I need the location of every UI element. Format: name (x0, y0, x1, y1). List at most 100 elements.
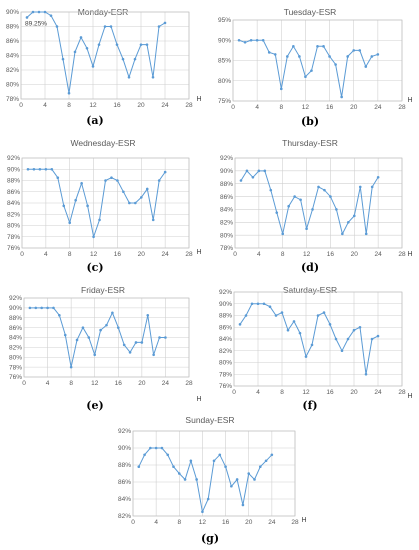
data-point (43, 10, 47, 14)
data-point (370, 185, 374, 189)
data-point (263, 169, 267, 173)
x-tick-label: 0 (231, 104, 235, 111)
panel-label: (f) (302, 399, 317, 412)
data-point (346, 55, 349, 58)
data-point (122, 343, 126, 347)
data-point (61, 57, 65, 61)
data-point (292, 320, 296, 323)
y-tick-label: 78% (219, 371, 232, 378)
data-point (52, 306, 55, 310)
chart-title: Sunday-ESR (185, 415, 234, 425)
data-point (287, 204, 290, 208)
data-point (34, 306, 38, 310)
x-tick-label: 12 (302, 104, 310, 111)
data-point (316, 314, 320, 317)
plot-area (23, 297, 190, 378)
y-tick-label: 88% (219, 313, 232, 320)
data-point (358, 185, 362, 189)
data-point (134, 341, 138, 344)
data-point (25, 16, 29, 19)
chart-title: Tuesday-ESR (284, 7, 337, 17)
x-tick-label: 8 (280, 389, 284, 396)
x-tick-label: 20 (350, 104, 358, 111)
data-point (128, 351, 132, 354)
y-tick-label: 90% (7, 166, 20, 173)
series-line (240, 170, 379, 236)
y-tick-label: 76% (7, 245, 20, 252)
data-point (28, 306, 32, 310)
data-point (133, 57, 137, 61)
y-tick-label: 90% (219, 301, 232, 308)
data-point (85, 46, 89, 50)
x-tick-label: 16 (115, 380, 123, 387)
data-point (99, 328, 102, 332)
y-tick-label: 82% (7, 211, 20, 218)
data-point (149, 446, 152, 450)
y-tick-label: 82% (6, 67, 19, 74)
data-point (97, 43, 101, 46)
data-point (74, 198, 77, 202)
data-point (163, 21, 167, 25)
y-tick-label: 95% (218, 17, 231, 24)
data-point (249, 38, 253, 42)
data-point (158, 336, 161, 339)
x-axis-label: H (407, 97, 412, 104)
data-point (322, 311, 326, 314)
data-point (274, 314, 278, 317)
y-tick-label: 80% (6, 82, 19, 89)
y-tick-label: 92% (219, 289, 232, 296)
data-point (80, 182, 83, 185)
data-point (364, 65, 368, 68)
chart-title: Thursday-ESR (282, 138, 338, 148)
data-point (323, 188, 326, 192)
data-point (166, 453, 170, 457)
data-point (304, 355, 308, 358)
x-tick-label: 4 (43, 102, 47, 109)
plot-area (20, 11, 190, 100)
x-tick-label: 8 (67, 102, 71, 109)
y-tick-label: 80% (219, 360, 232, 367)
data-point (103, 25, 107, 28)
y-tick-label: 88% (7, 178, 20, 185)
x-tick-label: 4 (257, 251, 261, 258)
data-point (237, 38, 241, 42)
y-tick-label: 86% (9, 325, 22, 332)
y-tick-label: 86% (219, 324, 232, 331)
data-point (69, 365, 73, 369)
data-point (68, 221, 72, 224)
data-point (122, 190, 125, 194)
data-point (281, 232, 285, 236)
x-tick-label: 28 (185, 102, 193, 109)
data-point (370, 337, 374, 341)
x-tick-label: 4 (46, 380, 50, 387)
data-point (63, 333, 67, 337)
x-tick-label: 12 (302, 389, 310, 396)
x-tick-label: 24 (374, 389, 382, 396)
x-tick-label: 28 (185, 380, 193, 387)
data-point (37, 10, 41, 14)
data-point (143, 453, 146, 457)
panel-label: (g) (201, 532, 219, 545)
data-point (224, 465, 227, 469)
x-tick-label: 0 (22, 380, 26, 387)
plot-area (232, 19, 403, 102)
data-point (298, 55, 301, 58)
x-tick-label: 8 (69, 380, 73, 387)
x-tick-label: 16 (222, 519, 230, 526)
data-point (243, 40, 247, 44)
panel-label: (c) (86, 261, 103, 274)
data-point (230, 484, 233, 488)
y-tick-label: 86% (7, 189, 20, 196)
chart-title: Friday-ESR (81, 285, 125, 295)
data-point (270, 453, 274, 457)
data-point (358, 49, 362, 52)
data-point (146, 313, 150, 317)
data-point (352, 49, 356, 52)
x-axis-label: H (196, 396, 201, 403)
data-point (115, 43, 119, 46)
data-label: 89.25% (25, 20, 47, 27)
data-point (335, 208, 338, 211)
data-point (177, 472, 181, 475)
data-point (116, 326, 120, 329)
data-point (352, 214, 356, 218)
